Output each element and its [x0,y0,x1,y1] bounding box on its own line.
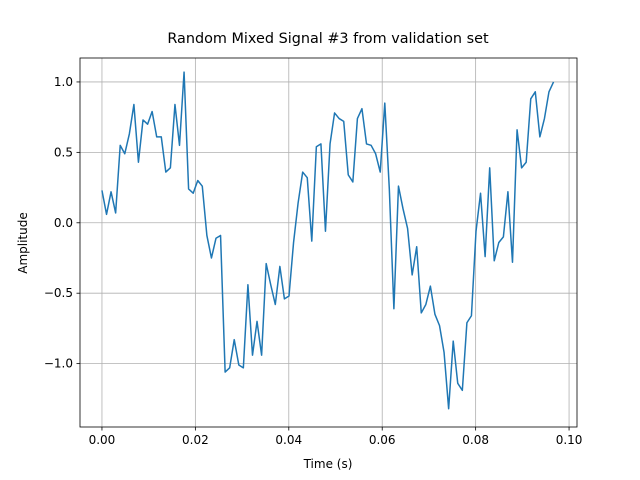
line-series [101,71,555,410]
plot-frame [79,57,578,428]
y-tick-label: 0.5 [54,145,73,159]
x-tick-label: 0.02 [182,433,209,447]
y-tick-label: −1.0 [44,357,73,371]
y-axis-label: Amplitude [16,212,30,274]
y-tick-label: −0.5 [44,286,73,300]
chart-title: Random Mixed Signal #3 from validation s… [167,31,489,47]
x-tick-label: 0.10 [556,433,583,447]
x-tick-label: 0.04 [275,433,302,447]
x-tick-label: 0.06 [369,433,396,447]
x-tick-label: 0.00 [89,433,116,447]
x-axis-label: Time (s) [303,457,353,471]
x-tick-label: 0.08 [462,433,489,447]
y-tick-label: 1.0 [54,75,73,89]
y-tick-label: 0.0 [54,216,73,230]
